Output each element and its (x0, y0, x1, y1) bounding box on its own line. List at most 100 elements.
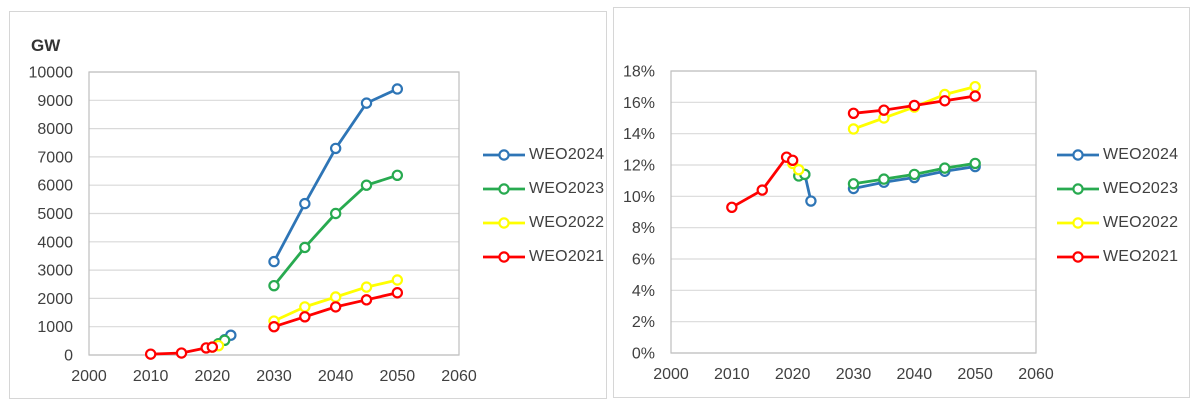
x-axis-tick-label: 2000 (71, 368, 107, 385)
y-axis-tick-label: 7000 (37, 149, 73, 166)
share-chart: 0% 2% 4% 6% 8% 10% 12% 14% 16% 18% 2000 2010 2020 203… (623, 64, 1054, 384)
legend-swatch-weo2022 (483, 217, 525, 229)
legend-label-weo2021: WEO2021 (529, 248, 605, 265)
y-axis-tick-label: 16% (623, 95, 655, 112)
data-point-weo2024 (299, 197, 311, 210)
data-point-weo2024 (805, 195, 817, 207)
data-point-weo2022 (391, 274, 404, 286)
x-axis-tick-label: 2040 (318, 368, 354, 385)
y-axis-tick-label: 10% (623, 189, 655, 206)
y-axis-tick-label: 3000 (37, 263, 73, 280)
x-axis-tick-label: 2030 (256, 368, 292, 385)
data-point-weo2023 (391, 169, 404, 181)
y-axis-tick-label: 5000 (37, 206, 73, 223)
y-axis-tick-label: 6% (632, 252, 655, 269)
y-axis-tick-label: 8000 (37, 121, 73, 138)
y-axis-unit-label: GW (31, 36, 61, 55)
data-point-weo2021 (756, 184, 768, 196)
legend-swatch-weo2021 (1057, 251, 1099, 263)
capacity-chart-legend: WEO2024 WEO2023 WEO2022 WEO2021 (482, 143, 604, 269)
y-axis-tick-label: 9000 (37, 93, 73, 110)
legend-item-weo2024: WEO2024 (1056, 143, 1178, 167)
x-axis-tick-label: 2040 (897, 366, 933, 383)
data-point-weo2021 (878, 104, 890, 116)
legend-label-weo2023: WEO2023 (529, 180, 605, 197)
legend-label-weo2022: WEO2022 (1103, 214, 1179, 231)
data-point-weo2022 (329, 291, 342, 303)
data-point-weo2023 (908, 168, 921, 181)
legend-label-weo2022: WEO2022 (529, 214, 605, 231)
data-point-weo2021 (206, 341, 219, 353)
data-point-weo2021 (969, 90, 981, 102)
x-axis-tick-label: 2020 (775, 366, 811, 383)
x-axis-tick-label: 2030 (836, 366, 872, 383)
y-axis-tick-label: 0 (64, 348, 73, 365)
data-point-weo2023 (939, 162, 951, 174)
data-point-weo2023 (299, 241, 311, 254)
data-point-weo2023 (878, 173, 890, 185)
data-point-weo2021 (299, 311, 311, 323)
y-axis-tick-label: 2% (632, 314, 655, 331)
data-point-weo2023 (268, 279, 280, 292)
data-point-weo2022 (969, 80, 981, 93)
legend-swatch-weo2024 (483, 149, 525, 161)
legend-label-weo2024: WEO2024 (1103, 146, 1179, 163)
capacity-chart-panel: GW 0 1000 2000 3000 4000 5000 6000 7000 8000 9000… (9, 11, 607, 399)
data-point-weo2021 (908, 99, 921, 112)
plot-border (670, 70, 1037, 354)
legend-item-weo2021: WEO2021 (1056, 245, 1178, 269)
data-point-weo2024 (329, 142, 342, 155)
data-point-weo2022 (847, 123, 860, 135)
data-point-weo2022 (360, 281, 373, 293)
data-point-weo2023 (329, 207, 342, 220)
y-axis-tick-label: 18% (623, 64, 655, 81)
data-point-weo2021 (360, 294, 373, 306)
x-axis-tick-label: 2050 (380, 368, 416, 385)
data-point-weo2022 (299, 301, 311, 313)
legend-item-weo2022: WEO2022 (482, 211, 604, 235)
data-point-weo2021 (329, 301, 342, 313)
plot-border (88, 71, 460, 356)
x-axis-tick-label: 2020 (195, 368, 231, 385)
data-point-weo2021 (391, 287, 404, 299)
legend-item-weo2021: WEO2021 (482, 245, 604, 269)
share-chart-legend: WEO2024 WEO2023 WEO2022 WEO2021 (1056, 143, 1178, 269)
share-chart-panel: 0% 2% 4% 6% 8% 10% 12% 14% 16% 18% 2000 2010 2020 203… (613, 7, 1190, 398)
data-point-weo2023 (847, 178, 860, 190)
legend-label-weo2021: WEO2021 (1103, 248, 1179, 265)
data-point-weo2023 (969, 157, 981, 170)
series-line-weo2024 (272, 87, 399, 264)
y-axis-tick-label: 12% (623, 158, 655, 175)
x-axis-tick-label: 2000 (653, 366, 689, 383)
y-axis-tick-label: 8% (632, 220, 655, 237)
x-axis-tick-label: 2010 (133, 368, 169, 385)
y-axis-tick-label: 4000 (37, 234, 73, 251)
y-axis-tick-label: 2000 (37, 291, 73, 308)
data-point-weo2024 (360, 97, 373, 109)
y-axis-tick-label: 4% (632, 283, 655, 300)
x-axis-tick-label: 2060 (1018, 366, 1054, 383)
legend-swatch-weo2022 (1057, 217, 1099, 229)
y-axis-tick-label: 14% (623, 126, 655, 143)
x-axis-tick-label: 2060 (441, 368, 477, 385)
y-axis-tick-label: 6000 (37, 178, 73, 195)
legend-item-weo2023: WEO2023 (1056, 177, 1178, 201)
data-point-weo2021 (726, 201, 738, 213)
data-point-weo2022 (793, 163, 805, 176)
data-point-weo2021 (786, 154, 799, 166)
data-point-weo2023 (360, 179, 373, 191)
y-axis-tick-label: 1000 (37, 319, 73, 336)
legend-swatch-weo2024 (1057, 149, 1099, 161)
y-axis-tick-label: 10000 (29, 65, 74, 82)
data-point-weo2021 (847, 107, 860, 120)
data-point-weo2024 (391, 83, 404, 95)
legend-item-weo2024: WEO2024 (482, 143, 604, 167)
legend-label-weo2024: WEO2024 (529, 146, 605, 163)
data-point-weo2021 (175, 347, 188, 359)
data-point-weo2024 (268, 255, 280, 268)
x-axis-tick-label: 2010 (714, 366, 750, 383)
legend-swatch-weo2023 (1057, 183, 1099, 195)
legend-item-weo2023: WEO2023 (482, 177, 604, 201)
legend-label-weo2023: WEO2023 (1103, 180, 1179, 197)
